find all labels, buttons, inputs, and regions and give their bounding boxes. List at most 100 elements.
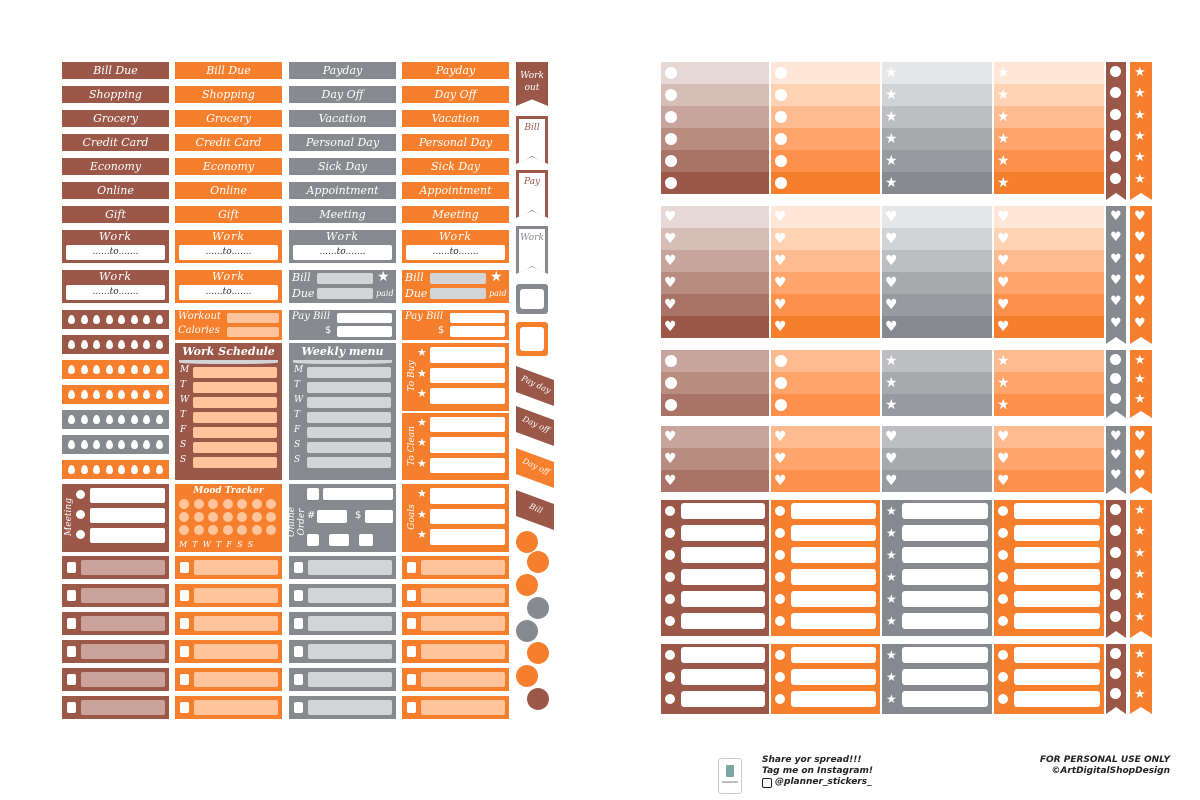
checklist-box bbox=[1014, 669, 1100, 685]
flag-sticker: Bill bbox=[516, 116, 548, 164]
car-icon bbox=[294, 702, 303, 713]
flag-label: Day off bbox=[521, 456, 551, 477]
star-icon: ★ bbox=[997, 109, 1010, 125]
day-box bbox=[307, 427, 391, 438]
dot-icon bbox=[775, 694, 785, 704]
workout-box bbox=[227, 313, 279, 323]
color-block-row bbox=[661, 372, 769, 394]
work-time-box: ......to....... bbox=[179, 285, 278, 300]
weekly-menu-sticker: Weekly menu M T W T F S S bbox=[289, 343, 396, 480]
water-drop-icon bbox=[143, 315, 150, 324]
water-drop-icon bbox=[80, 315, 88, 324]
truck-icon bbox=[329, 534, 349, 546]
checklist-box bbox=[902, 569, 988, 585]
water-drop-icon bbox=[143, 465, 150, 474]
shop-icon bbox=[307, 488, 319, 500]
water-drop-icon bbox=[130, 465, 138, 474]
checklist-box bbox=[1014, 547, 1100, 563]
shopping-bag-icon bbox=[407, 618, 416, 629]
icon-checklist-sticker bbox=[402, 668, 509, 691]
color-block-row bbox=[771, 250, 880, 272]
color-block-row bbox=[661, 272, 769, 294]
star-icon: ★ bbox=[886, 692, 897, 706]
dot-icon bbox=[775, 177, 787, 189]
dot-icon bbox=[665, 506, 675, 516]
color-block-row bbox=[771, 84, 880, 106]
water-drop-icon bbox=[68, 465, 75, 474]
logo-icon bbox=[718, 758, 742, 794]
color-block-row bbox=[661, 426, 769, 448]
star-icon: ★ bbox=[885, 175, 898, 191]
dot-icon bbox=[998, 694, 1008, 704]
work-title: Work bbox=[325, 230, 360, 243]
flag-inner: Pay bbox=[519, 173, 545, 218]
circle-sticker bbox=[516, 665, 538, 687]
icon-checklist-sticker bbox=[62, 696, 169, 719]
icon-checklist-sticker bbox=[175, 668, 282, 691]
color-block-row bbox=[771, 350, 880, 372]
heart-icon: ♥ bbox=[1134, 273, 1146, 288]
diagonal-flag-sticker: Pay day bbox=[516, 366, 554, 406]
dot-icon bbox=[1110, 688, 1121, 699]
icon-checklist-sticker bbox=[175, 696, 282, 719]
color-block-row bbox=[994, 394, 1104, 416]
label-sticker: Grocery bbox=[175, 110, 282, 127]
icon-checklist-sticker bbox=[289, 696, 396, 719]
dot-icon bbox=[1110, 373, 1121, 384]
heart-icon: ♥ bbox=[774, 275, 787, 291]
water-drop-icon bbox=[155, 390, 163, 399]
day-letter: F bbox=[294, 425, 301, 435]
water-drop-icon bbox=[118, 315, 125, 324]
color-block-row bbox=[882, 172, 992, 194]
day-letter: W bbox=[294, 395, 304, 405]
scale-face bbox=[520, 289, 544, 309]
star-icon: ★ bbox=[1134, 107, 1146, 123]
label-sticker: Personal Day bbox=[289, 134, 396, 151]
checklist-box bbox=[194, 588, 278, 603]
stethoscope-icon bbox=[294, 618, 303, 629]
block-title: Work Schedule bbox=[182, 345, 275, 358]
star-icon: ★ bbox=[417, 387, 427, 401]
water-drop-icon bbox=[80, 390, 88, 399]
water-drop-icon bbox=[68, 440, 75, 449]
dot-icon bbox=[775, 67, 787, 79]
instagram-icon bbox=[762, 777, 772, 788]
color-block-row bbox=[882, 448, 992, 470]
color-block-row bbox=[661, 150, 769, 172]
heart-icon: ♥ bbox=[1134, 294, 1146, 310]
water-drop-icon bbox=[155, 315, 163, 324]
label-sticker: Payday bbox=[402, 62, 509, 79]
dot-icon bbox=[998, 672, 1008, 682]
dot-icon bbox=[1110, 393, 1121, 404]
water-drop-icon bbox=[68, 315, 75, 324]
heart-icon: ♥ bbox=[664, 319, 677, 335]
heart-icon: ♥ bbox=[774, 297, 787, 313]
flag-label: Work out bbox=[520, 71, 544, 93]
checklist-box bbox=[681, 669, 765, 685]
title-ribbon bbox=[179, 360, 278, 364]
heart-icon: ♥ bbox=[1110, 315, 1122, 331]
checklist-box bbox=[681, 647, 765, 663]
water-drop-icon bbox=[143, 365, 150, 374]
list-box bbox=[430, 388, 505, 404]
mood-face-icon bbox=[222, 499, 233, 509]
checklist-box bbox=[308, 672, 392, 687]
checklist-box bbox=[1014, 525, 1100, 541]
color-block-row bbox=[771, 294, 880, 316]
label-sticker: Shopping bbox=[62, 86, 169, 103]
price-box bbox=[365, 510, 393, 523]
checklist-box bbox=[194, 700, 278, 715]
dot-icon bbox=[665, 133, 677, 145]
star-icon: ★ bbox=[1134, 372, 1146, 388]
color-block-row bbox=[661, 470, 769, 492]
fork-knife-icon bbox=[67, 590, 76, 601]
water-drop-icon bbox=[93, 440, 100, 449]
mood-face-icon bbox=[208, 525, 218, 535]
checklist-box bbox=[421, 644, 505, 659]
day-box bbox=[193, 457, 277, 468]
color-block-row bbox=[771, 106, 880, 128]
color-block-row bbox=[882, 272, 992, 294]
color-block-row bbox=[994, 272, 1104, 294]
due-label: Due bbox=[405, 287, 428, 300]
day-letter: T bbox=[180, 410, 187, 420]
